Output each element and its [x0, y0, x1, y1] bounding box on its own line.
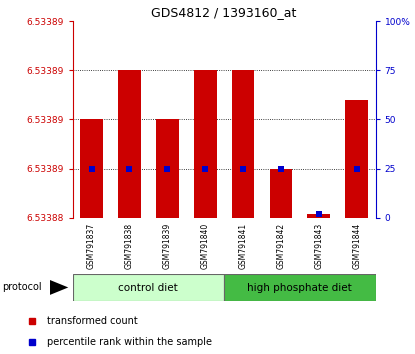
Text: GSM791842: GSM791842 — [276, 223, 286, 269]
Bar — [270, 169, 292, 218]
Text: GSM791841: GSM791841 — [239, 223, 247, 269]
Text: high phosphate diet: high phosphate diet — [247, 282, 352, 293]
Bar — [345, 100, 368, 218]
Title: GDS4812 / 1393160_at: GDS4812 / 1393160_at — [151, 6, 297, 19]
Bar — [118, 70, 141, 218]
Text: GSM791839: GSM791839 — [163, 223, 172, 269]
Text: percentile rank within the sample: percentile rank within the sample — [47, 337, 212, 347]
Bar — [156, 119, 179, 218]
Bar — [232, 70, 254, 218]
Polygon shape — [50, 280, 68, 295]
Text: GSM791840: GSM791840 — [201, 223, 210, 269]
Text: GSM791837: GSM791837 — [87, 223, 96, 269]
Bar — [194, 70, 217, 218]
Bar — [308, 214, 330, 218]
Text: GSM791844: GSM791844 — [352, 223, 361, 269]
Text: GSM791838: GSM791838 — [125, 223, 134, 269]
Text: transformed count: transformed count — [47, 316, 138, 326]
Text: control diet: control diet — [119, 282, 178, 293]
Bar — [73, 274, 224, 301]
Bar — [224, 274, 376, 301]
Text: GSM791843: GSM791843 — [314, 223, 323, 269]
Text: protocol: protocol — [2, 282, 42, 292]
Bar — [80, 119, 103, 218]
